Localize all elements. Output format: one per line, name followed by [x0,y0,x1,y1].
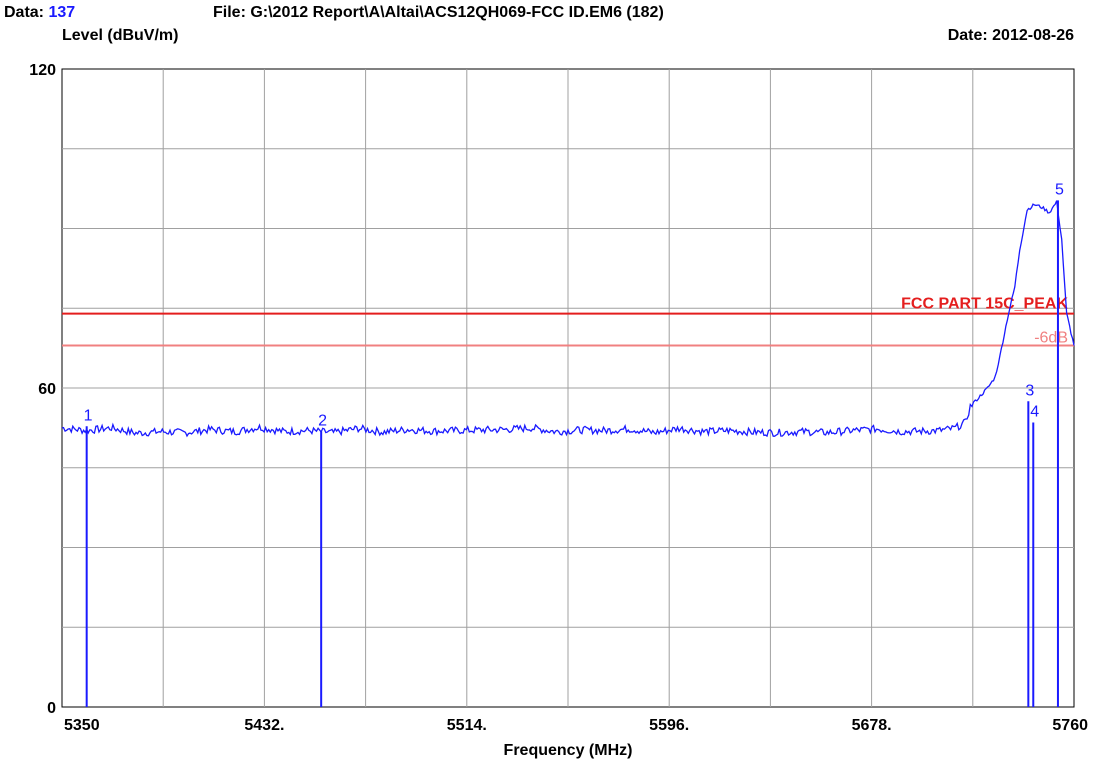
marker-label: 4 [1030,404,1039,421]
grid [62,69,1074,707]
x-tick-label: 5514. [447,717,487,734]
y-tick-label: 0 [47,700,56,717]
x-tick-label: 5678. [852,717,892,734]
data-label: Data: 137 [4,4,75,22]
x-tick-label: 5596. [649,717,689,734]
measurement-trace [61,200,1075,438]
marker-label: 3 [1025,382,1034,399]
trace-group [61,200,1075,438]
limit-line-label: FCC PART 15C_PEAK [901,296,1068,313]
data-number: 137 [48,4,76,21]
y-axis-title: Level (dBuV/m) [62,27,179,44]
file-path: File: G:\2012 Report\A\Altai\ACS12QH069-… [213,4,664,21]
x-axis-title: Frequency (MHz) [504,742,633,759]
marker-label: 5 [1055,181,1064,198]
limit-lines: FCC PART 15C_PEAK -6dB [62,296,1074,347]
x-tick-label: 5350 [64,717,100,734]
data-label-text: Data: [4,4,45,21]
limit-line-label: -6dB [1034,329,1068,346]
x-tick-label: 5760 [1052,717,1088,734]
markers: 1 2 3 4 5 [84,181,1064,707]
x-tick-label: 5432. [244,717,284,734]
y-tick-label: 60 [38,381,56,398]
axis-labels: 5350 5432. 5514. 5596. 5678. 5760 0 60 120 [29,62,1088,734]
y-tick-label: 120 [29,62,56,79]
marker-label: 2 [318,413,327,430]
marker-label: 1 [84,407,93,424]
date-label: Date: 2012-08-26 [947,27,1074,44]
